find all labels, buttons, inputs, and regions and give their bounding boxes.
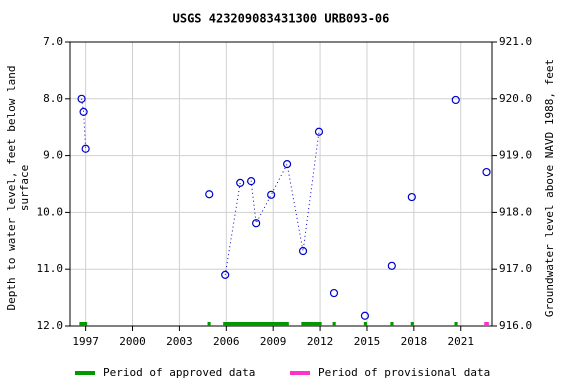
y2-tick-label: 918.0: [499, 205, 532, 218]
data-point: [267, 190, 276, 199]
y-tick-label: 9.0: [43, 149, 63, 162]
period-bar: [410, 322, 414, 326]
x-tick-label: 2021: [447, 335, 474, 348]
data-point: [236, 178, 245, 187]
y-tick-label: 12.0: [37, 319, 64, 332]
data-point: [298, 246, 308, 256]
data-point: [360, 311, 370, 320]
x-tick-label: 2018: [401, 335, 428, 348]
period-bar: [484, 322, 489, 326]
chart-title: USGS 423209083431300 URB093-06: [173, 12, 390, 26]
y-tick-label: 7.0: [43, 35, 63, 48]
period-bar: [79, 322, 88, 326]
data-point: [314, 127, 324, 136]
y-tick-label: 10.0: [37, 205, 64, 218]
data-point: [387, 261, 396, 270]
data-point: [329, 288, 339, 298]
x-tick-label: 2012: [307, 335, 334, 348]
plot-frame: [69, 41, 493, 327]
data-point: [482, 167, 491, 177]
y2-tick-label: 916.0: [499, 319, 532, 332]
period-bar: [207, 322, 211, 326]
period-bar: [332, 322, 336, 326]
x-tick-label: 2015: [354, 335, 381, 348]
data-point: [247, 177, 256, 186]
x-tick-label: 2006: [213, 335, 240, 348]
period-bar: [390, 322, 394, 326]
legend-label: Period of approved data: [103, 366, 255, 379]
y-axis-label: surface: [18, 165, 31, 211]
data-point: [79, 107, 88, 116]
data-point: [221, 270, 230, 279]
data-point: [451, 95, 460, 105]
y2-tick-label: 917.0: [499, 262, 532, 275]
y2-tick-label: 920.0: [499, 92, 532, 105]
y2-tick-label: 919.0: [499, 149, 532, 162]
data-line: [82, 99, 487, 275]
y-axis-label: Depth to water level, feet below land: [5, 65, 18, 310]
x-tick-label: 2003: [166, 335, 193, 348]
y-tick-label: 8.0: [43, 92, 63, 105]
data-point: [77, 94, 86, 103]
y2-axis-label: Groundwater level above NAVD 1988, feet: [543, 59, 556, 317]
y-tick-label: 11.0: [37, 262, 64, 275]
data-point: [282, 160, 292, 169]
period-bar: [223, 322, 289, 326]
data-point: [252, 219, 261, 228]
data-point: [81, 144, 90, 153]
period-bar: [363, 322, 367, 326]
x-tick-label: 1997: [72, 335, 99, 348]
data-point: [205, 190, 214, 199]
legend-label: Period of provisional data: [318, 366, 490, 379]
y2-tick-label: 921.0: [499, 35, 532, 48]
period-bar: [454, 322, 458, 326]
x-tick-label: 2009: [260, 335, 287, 348]
data-point: [407, 192, 416, 202]
period-bar: [301, 322, 322, 326]
x-tick-label: 2000: [119, 335, 146, 348]
